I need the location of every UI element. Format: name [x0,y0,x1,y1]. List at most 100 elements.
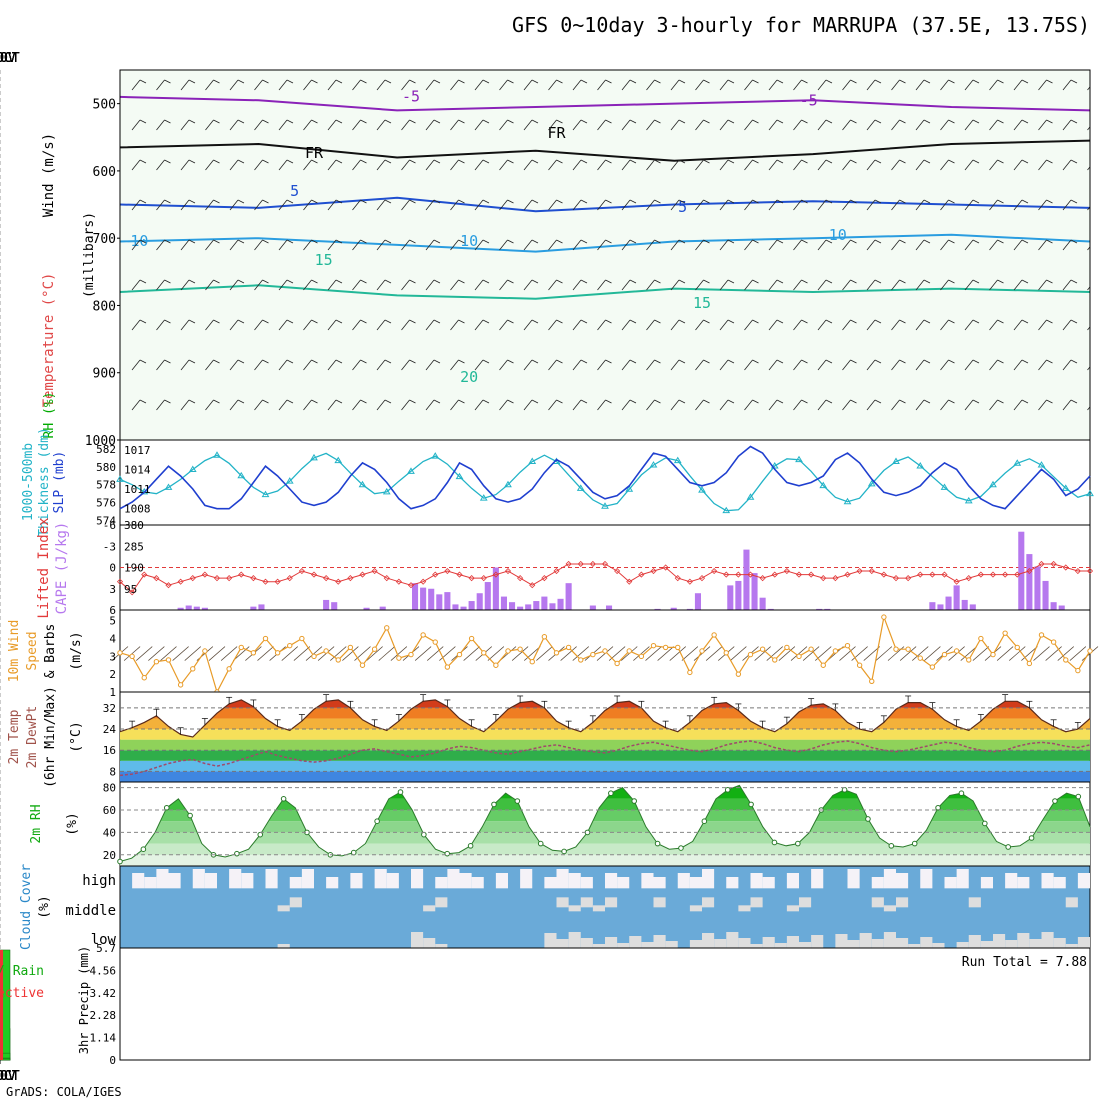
temp-band [120,729,1090,740]
wind-barb-flag [678,399,686,404]
wind-barb [695,79,704,91]
wind-barb-flag [286,399,294,404]
wind-barb [205,119,214,131]
wind-speed-marker [226,666,232,672]
wind-speed-marker [238,644,244,651]
cape-bar [589,605,596,610]
y-tick-label: -6 [103,519,116,532]
wind-barb-flag [629,399,637,404]
wind-barb-flag [311,119,318,124]
wind-barb [180,119,190,131]
thickness-marker [843,497,852,505]
wind-barb-flag [776,119,784,124]
cloud-low-gap [726,932,739,948]
wind-barb-flag [482,199,490,204]
wind-barb [254,159,263,171]
wind-barb-flag [654,159,661,164]
wind-barb-flag [237,399,245,404]
cloud-high-gap [132,873,145,889]
wind-barb [205,239,214,251]
y-tick-label: 3 [109,583,116,596]
cloud-high-gap [156,869,169,889]
x-tick-label-bottom: 29OCT [0,1069,20,1084]
wind-barb-flag [703,279,710,284]
wind-barb-flag [1021,319,1029,324]
wind-barb [499,279,508,291]
wind-barb-flag [727,159,735,164]
wind-barb [1062,239,1072,251]
wind-barb-flag [703,319,710,324]
wind-barb [891,359,900,371]
lifted-index-marker [844,571,851,578]
wind-barb-flag [923,199,931,204]
rh-shading [0,102,42,402]
wind-barb-flag [237,79,245,84]
wind-barb-flag [311,159,318,164]
wind-barb [621,319,631,331]
wind-barb-flag [972,239,980,244]
x-tick-label-bottom: 26OCT [0,1069,20,1084]
y-tick-label: 3.42 [90,987,117,1000]
wind-barb-flag [850,319,857,324]
wind-barb [646,159,655,171]
wind-barb [548,119,557,131]
lifted-index-marker [711,567,718,575]
cape-bar [363,607,370,610]
wind-barb [523,319,533,331]
wind-barb [842,399,851,411]
wind-barb-flag [899,319,906,324]
wind-barb-flag [335,199,343,204]
lifted-index-marker [820,575,827,582]
thickness-marker [722,506,731,514]
wind-speed-marker [650,642,657,649]
wind-barb-flag [703,359,710,364]
wind-barb-flag [286,279,294,284]
wind-speed-marker [614,660,620,667]
wind-barb [499,359,508,371]
wind-barb-10m [851,646,868,661]
wind-speed-marker [1002,630,1008,636]
wind-barb-10m [839,646,856,661]
wind-speed-marker [117,650,123,656]
lifted-index-marker [480,575,487,582]
wind-barb [744,119,753,131]
wind-barb-flag [507,159,514,164]
wind-barb [254,359,263,371]
wind-barb [989,359,998,371]
wind-barb-flag [1046,199,1053,204]
wind-barb [646,119,655,131]
wind-barb-flag [1070,359,1078,364]
wind-barb-flag [531,399,539,404]
wind-barb [1087,86,1090,91]
wind-barb-flag [433,199,441,204]
wind-barb-flag [311,199,318,204]
cloud-mid-gap [871,897,884,908]
cloud-high-gap [1077,873,1090,889]
rh-marker [257,831,264,838]
wind-barb-flag [801,279,808,284]
wind-barb [1062,199,1072,211]
wind-barb [646,319,655,331]
cape-bar [525,604,532,610]
wind-barb-10m [657,646,674,661]
rh2m-unit-label: (%) [65,812,80,835]
cloud-low-gap [665,941,678,948]
wind-barb-flag [874,319,882,324]
wind-barb-flag [286,159,294,164]
wind-speed-marker [1026,660,1033,667]
wind-speed-marker [869,678,875,685]
wind-barb [695,199,704,211]
wind-barb [597,119,606,131]
y-tick-label-cape: 380 [124,519,144,532]
wind-barb-10m [305,646,323,661]
wind-barb [352,239,361,251]
cape-bar [428,588,435,610]
wind-barb [842,199,851,211]
cape-bar [250,606,257,610]
wind-barb [131,159,141,171]
wind-barb [1062,119,1072,131]
cloud-high-gap [811,869,824,889]
wind-barb [548,319,557,331]
y-tick-label: 16 [103,744,116,757]
